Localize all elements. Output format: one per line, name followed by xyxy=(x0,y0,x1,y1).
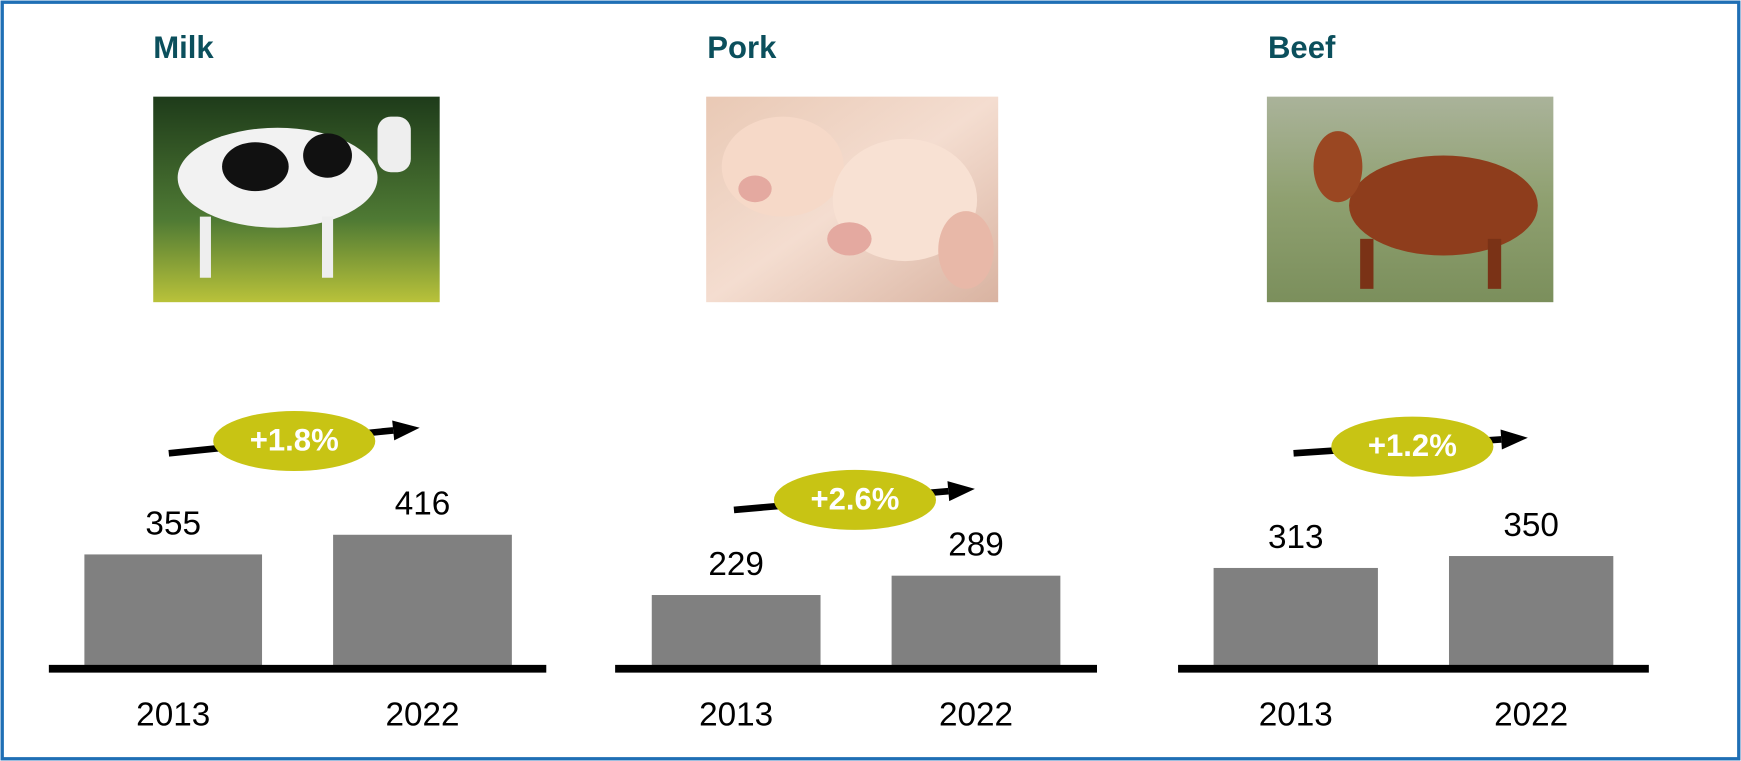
value-label: 313 xyxy=(1268,519,1324,556)
arrow-head xyxy=(947,481,975,502)
bar xyxy=(891,575,1061,669)
arrow-head xyxy=(392,420,420,441)
x-tick-label: 2022 xyxy=(1494,696,1568,733)
panel-title: Beef xyxy=(1268,30,1336,65)
arrow-head xyxy=(1500,429,1528,450)
bar xyxy=(84,554,263,669)
value-label: 229 xyxy=(708,546,764,583)
pork-image xyxy=(706,96,999,303)
panel-title: Milk xyxy=(153,30,214,65)
panel-title: Pork xyxy=(707,30,777,65)
bar xyxy=(1213,567,1378,669)
growth-label: +2.6% xyxy=(810,481,899,516)
bar xyxy=(1448,556,1614,669)
x-tick-label: 2022 xyxy=(939,696,1013,733)
beef-image xyxy=(1266,96,1554,303)
value-label: 355 xyxy=(145,505,201,542)
x-tick-label: 2013 xyxy=(699,696,773,733)
value-label: 350 xyxy=(1503,507,1559,544)
x-tick-label: 2013 xyxy=(1259,696,1333,733)
growth-label: +1.2% xyxy=(1368,428,1457,463)
bar xyxy=(333,534,512,669)
growth-badge xyxy=(1331,416,1494,477)
bar xyxy=(651,595,821,669)
value-label: 289 xyxy=(948,527,1004,564)
growth-badge xyxy=(773,469,937,530)
x-tick-label: 2022 xyxy=(385,696,459,733)
milk-image xyxy=(153,96,440,303)
x-tick-label: 2013 xyxy=(136,696,210,733)
growth-label: +1.8% xyxy=(250,422,339,457)
growth-badge xyxy=(213,411,376,472)
value-label: 416 xyxy=(395,486,451,523)
